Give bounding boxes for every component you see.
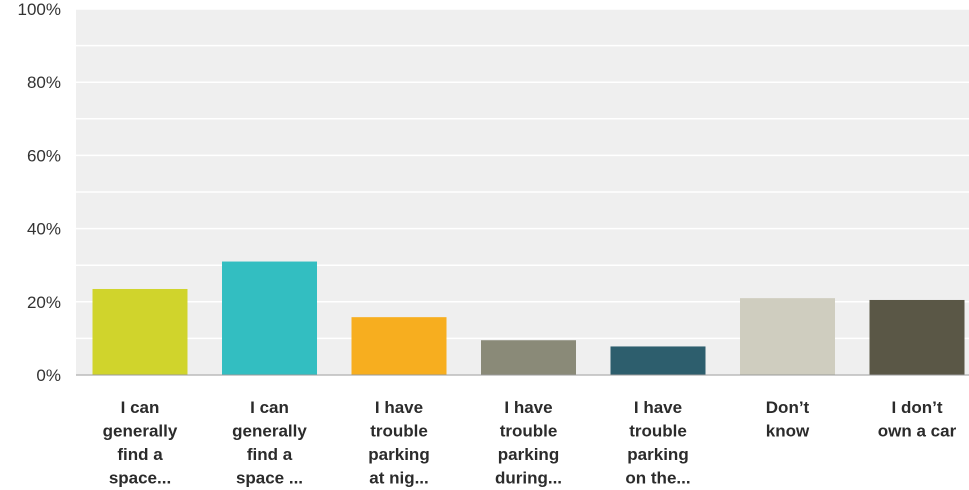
- bar: [92, 288, 188, 375]
- x-category-label-line: I can: [121, 398, 160, 417]
- x-category-label: I can generally find a space...: [103, 398, 178, 488]
- x-category-label-line: find a: [117, 445, 163, 464]
- x-category-label-line: I have: [504, 398, 552, 417]
- bar: [351, 317, 447, 375]
- y-tick-label: 40%: [27, 220, 61, 239]
- x-category-label-line: during...: [495, 469, 562, 488]
- x-category-label-line: I can: [250, 398, 289, 417]
- x-category-label-line: I don’t: [892, 398, 943, 417]
- y-tick-label: 60%: [27, 146, 61, 165]
- x-category-label-line: know: [766, 422, 810, 441]
- x-category-label-line: parking: [627, 445, 688, 464]
- x-category-label: I have trouble parking during...: [495, 398, 562, 488]
- y-tick-label: 20%: [27, 293, 61, 312]
- x-category-label-line: space...: [109, 469, 171, 488]
- y-tick-label: 80%: [27, 73, 61, 92]
- x-category-label-line: I have: [634, 398, 682, 417]
- x-category-label-line: Don’t: [766, 398, 810, 417]
- x-category-label-line: find a: [247, 445, 293, 464]
- bar: [869, 299, 965, 375]
- x-category-label-line: own a car: [878, 422, 957, 441]
- x-category-label-line: parking: [498, 445, 559, 464]
- bar: [740, 298, 835, 375]
- x-category-label: I have trouble parking at nig...: [368, 398, 429, 488]
- x-category-label-line: parking: [368, 445, 429, 464]
- x-category-label: I have trouble parking on the...: [625, 398, 690, 488]
- x-category-label-line: generally: [103, 422, 178, 441]
- x-category-label: I don’t own a car: [878, 398, 957, 441]
- x-category-label: I can generally find a space ...: [232, 398, 307, 488]
- y-tick-label: 100%: [18, 0, 61, 19]
- x-category-label-line: trouble: [370, 422, 428, 441]
- x-category-label-line: generally: [232, 422, 307, 441]
- x-category-label-line: at nig...: [369, 469, 429, 488]
- x-category-label-line: trouble: [629, 422, 687, 441]
- y-tick-label: 0%: [36, 366, 61, 385]
- bar: [481, 340, 576, 375]
- x-category-label-line: on the...: [625, 469, 690, 488]
- bar: [222, 261, 317, 375]
- x-category-label-line: trouble: [500, 422, 558, 441]
- x-category-label: Don’t know: [766, 398, 810, 441]
- x-category-label-line: space ...: [236, 469, 303, 488]
- bar: [610, 346, 706, 375]
- x-category-label-line: I have: [375, 398, 423, 417]
